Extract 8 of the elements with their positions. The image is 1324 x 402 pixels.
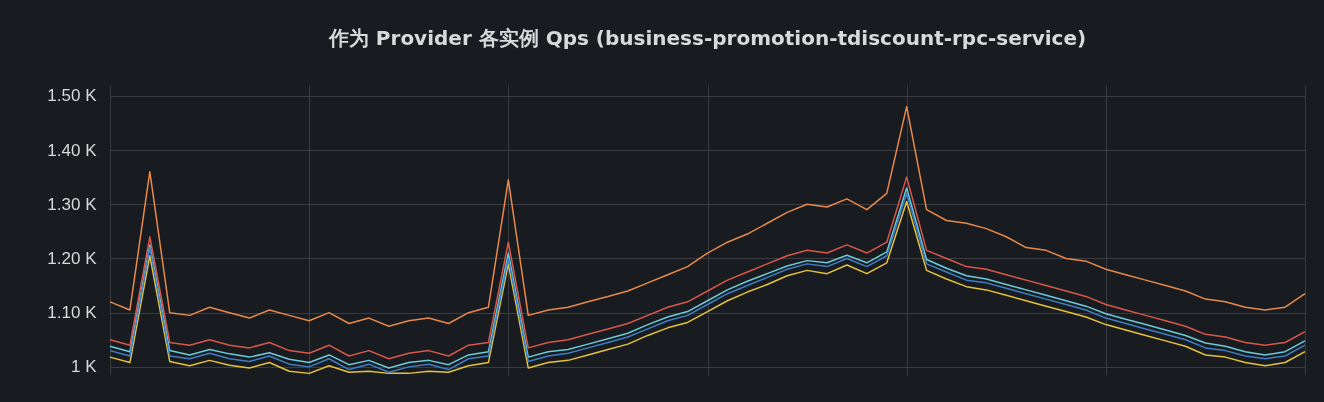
y-tick-label: 1.10 K — [47, 303, 98, 323]
y-tick-label: 1.30 K — [47, 194, 98, 214]
chart-title: 作为 Provider 各实例 Qps (business-promotion-tdiscount-rpc-service) — [327, 26, 1087, 50]
y-tick-label: 1 K — [70, 357, 98, 377]
y-tick-label: 1.20 K — [47, 248, 98, 268]
line-series — [109, 105, 1306, 327]
y-tick-label: 1.50 K — [47, 86, 98, 106]
y-tick-label: 1.40 K — [47, 140, 98, 160]
